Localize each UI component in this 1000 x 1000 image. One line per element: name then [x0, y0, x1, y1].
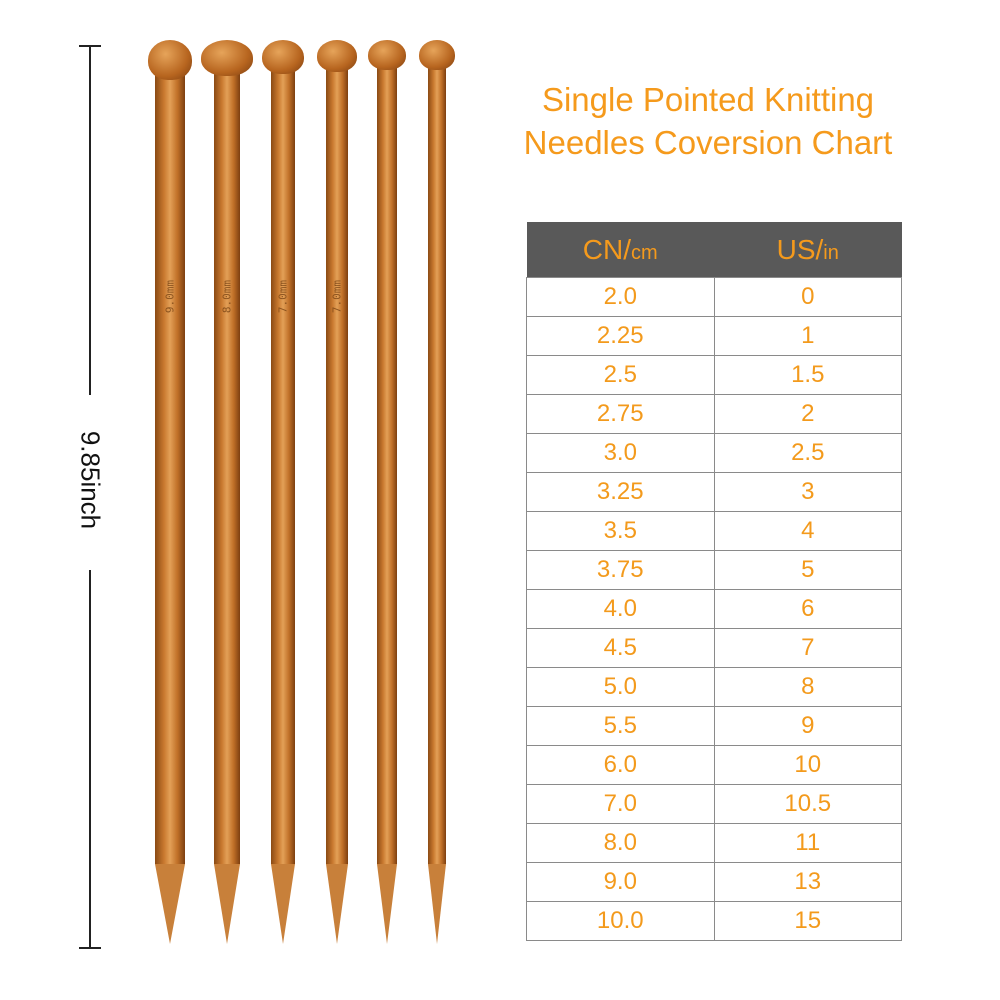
cn-size-cell: 2.25 — [526, 316, 715, 356]
knitting-needle: 8.0mm — [197, 40, 257, 955]
cn-size-cell: 3.25 — [526, 472, 715, 512]
needle-knob — [262, 40, 304, 74]
chart-title: Single Pointed Knitting Needles Coversio… — [490, 78, 926, 164]
dimension-line-bottom — [89, 570, 91, 948]
needle-tip — [428, 864, 446, 944]
needle-size-engraving: 9.0mm — [163, 279, 177, 314]
cn-size-cell: 2.75 — [526, 394, 715, 434]
cn-size-cell: 2.5 — [526, 355, 715, 395]
cn-size-cell: 6.0 — [526, 745, 715, 785]
needle-knob — [201, 40, 253, 76]
title-line-1: Single Pointed Knitting — [541, 81, 875, 118]
table-row: 3.0 2.5 — [526, 433, 902, 473]
us-size-cell: 4 — [713, 511, 902, 551]
needle-shaft — [428, 64, 446, 864]
us-size-cell: 3 — [713, 472, 902, 512]
us-size-cell: 2 — [713, 394, 902, 434]
needle-shaft — [326, 66, 348, 864]
table-row: 3.75 5 — [526, 550, 902, 590]
us-size-cell: 11 — [713, 823, 902, 863]
us-size-cell: 0 — [713, 277, 902, 317]
us-size-cell: 5 — [713, 550, 902, 590]
us-size-cell: 10 — [713, 745, 902, 785]
needle-tip — [155, 864, 185, 944]
table-row: 10.0 15 — [526, 901, 902, 941]
table-row: 4.0 6 — [526, 589, 902, 629]
us-size-cell: 1 — [713, 316, 902, 356]
header-cn: CN/cm — [526, 222, 714, 278]
us-size-cell: 13 — [713, 862, 902, 902]
needle-knob — [317, 40, 357, 72]
knitting-needle — [357, 40, 417, 955]
table-row: 6.0 10 — [526, 745, 902, 785]
cn-size-cell: 4.0 — [526, 589, 715, 629]
conversion-table: CN/cm US/in 2.0 0 2.25 1 2.5 1.5 2.75 2 3.0 2.5 3.… — [526, 222, 902, 941]
us-size-cell: 2.5 — [713, 433, 902, 473]
table-row: 9.0 13 — [526, 862, 902, 902]
table-row: 3.25 3 — [526, 472, 902, 512]
us-size-cell: 8 — [713, 667, 902, 707]
needle-shaft — [214, 70, 240, 864]
needle-knob — [148, 40, 192, 80]
knitting-needle: 7.0mm — [253, 40, 313, 955]
cn-size-cell: 2.0 — [526, 277, 715, 317]
cn-size-cell: 3.75 — [526, 550, 715, 590]
needle-tip — [214, 864, 240, 944]
dimension-label: 9.85inch — [75, 430, 106, 530]
table-row: 3.5 4 — [526, 511, 902, 551]
cn-size-cell: 3.5 — [526, 511, 715, 551]
cn-size-cell: 5.0 — [526, 667, 715, 707]
table-row: 7.0 10.5 — [526, 784, 902, 824]
needle-shaft — [271, 68, 295, 864]
cn-size-cell: 10.0 — [526, 901, 715, 941]
us-size-cell: 1.5 — [713, 355, 902, 395]
cn-size-cell: 5.5 — [526, 706, 715, 746]
us-size-cell: 9 — [713, 706, 902, 746]
needle-knob — [368, 40, 406, 70]
table-header-row: CN/cm US/in — [526, 222, 902, 278]
table-row: 2.0 0 — [526, 277, 902, 317]
needle-size-engraving: 7.0mm — [330, 279, 344, 314]
table-row: 2.5 1.5 — [526, 355, 902, 395]
needle-shaft — [155, 74, 185, 864]
dimension-bottom-cap — [79, 947, 101, 949]
us-size-cell: 7 — [713, 628, 902, 668]
us-size-cell: 15 — [713, 901, 902, 941]
header-us: US/in — [714, 222, 902, 278]
cn-size-cell: 3.0 — [526, 433, 715, 473]
us-size-cell: 6 — [713, 589, 902, 629]
needle-shaft — [377, 64, 397, 864]
needle-tip — [271, 864, 295, 944]
cn-size-cell: 8.0 — [526, 823, 715, 863]
table-row: 2.75 2 — [526, 394, 902, 434]
table-row: 5.5 9 — [526, 706, 902, 746]
needle-size-engraving: 7.0mm — [276, 279, 290, 314]
knitting-needle — [407, 40, 467, 955]
needle-knob — [419, 40, 455, 70]
title-line-2: Needles Coversion Chart — [523, 124, 893, 161]
knitting-needle: 7.0mm — [307, 40, 367, 955]
cn-size-cell: 9.0 — [526, 862, 715, 902]
needle-tip — [326, 864, 348, 944]
cn-size-cell: 7.0 — [526, 784, 715, 824]
table-row: 4.5 7 — [526, 628, 902, 668]
cn-size-cell: 4.5 — [526, 628, 715, 668]
table-row: 5.0 8 — [526, 667, 902, 707]
table-row: 2.25 1 — [526, 316, 902, 356]
table-row: 8.0 11 — [526, 823, 902, 863]
needle-size-engraving: 8.0mm — [220, 279, 234, 314]
knitting-needle: 9.0mm — [140, 40, 200, 955]
needle-tip — [377, 864, 397, 944]
dimension-line-top — [89, 45, 91, 395]
us-size-cell: 10.5 — [713, 784, 902, 824]
